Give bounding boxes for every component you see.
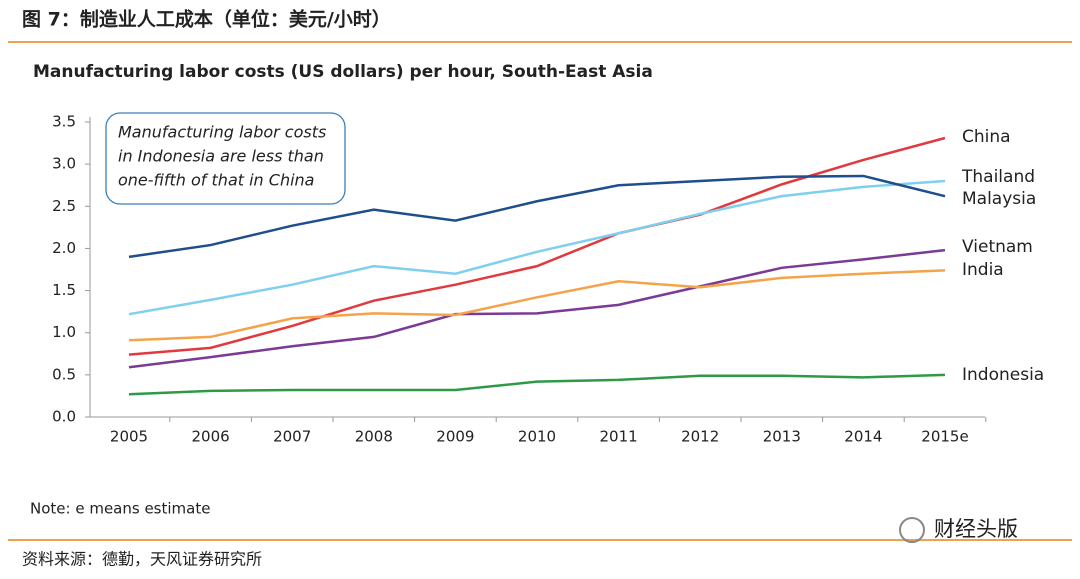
y-tick-label: 3.5 <box>52 113 76 131</box>
legend-label: Malaysia <box>962 189 1036 209</box>
legend-label: China <box>962 127 1011 147</box>
legend-label: India <box>962 260 1004 280</box>
x-tick-label: 2015e <box>921 428 968 446</box>
x-tick-label: 2009 <box>436 428 474 446</box>
series-line <box>128 373 946 396</box>
legend-label: Vietnam <box>962 237 1033 257</box>
series-line <box>128 248 946 369</box>
legend-label: Indonesia <box>962 365 1044 385</box>
y-tick-label: 3.0 <box>52 155 76 173</box>
annotation: Manufacturing labor costs in Indonesia ar… <box>118 123 326 190</box>
x-tick-label: 2007 <box>273 428 311 446</box>
annotation-box <box>105 112 346 205</box>
annotation-line: in Indonesia are less than <box>118 147 324 166</box>
series-line <box>128 179 946 316</box>
x-tick-label: 2006 <box>192 428 230 446</box>
watermark: 财经头版 <box>934 517 1018 541</box>
legend-label: Thailand <box>961 167 1035 187</box>
y-tick-label: 0.5 <box>52 365 76 383</box>
x-tick-label: 2012 <box>681 428 719 446</box>
note: Note: e means estimate <box>30 500 210 518</box>
y-tick-label: 2.5 <box>52 197 76 215</box>
y-tick-label: 1.5 <box>52 281 76 299</box>
y-tick-label: 2.0 <box>52 239 76 257</box>
figure-caption: 图 7：制造业人工成本（单位：美元/小时） <box>22 8 391 31</box>
chart-title: Manufacturing labor costs (US dollars) p… <box>33 62 653 82</box>
series-line <box>128 269 946 342</box>
watermark-icon <box>899 517 925 543</box>
x-tick-label: 2014 <box>844 428 882 446</box>
x-tick-label: 2005 <box>110 428 148 446</box>
annotation-line: one-fifth of that in China <box>118 171 314 190</box>
series-line <box>128 174 946 259</box>
y-tick-label: 0.0 <box>52 408 76 426</box>
x-tick-label: 2013 <box>763 428 801 446</box>
x-tick-label: 2010 <box>518 428 556 446</box>
y-tick-label: 1.0 <box>52 323 76 341</box>
annotation-line: Manufacturing labor costs <box>118 123 326 142</box>
x-tick-label: 2011 <box>600 428 638 446</box>
x-tick-label: 2008 <box>355 428 393 446</box>
source: 资料来源：德勤，天风证券研究所 <box>22 550 262 569</box>
